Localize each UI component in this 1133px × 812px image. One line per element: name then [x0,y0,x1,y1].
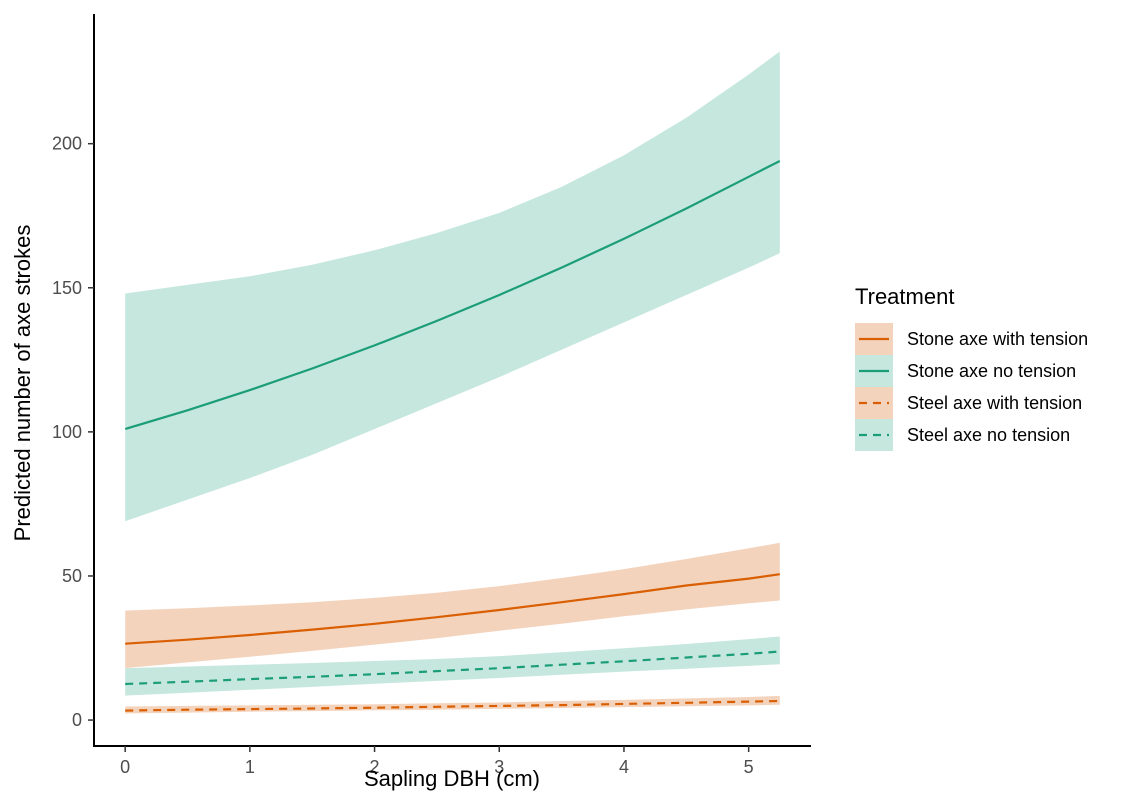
legend-label: Stone axe no tension [907,361,1076,381]
x-tick-label: 3 [494,757,504,777]
x-tick-label: 0 [120,757,130,777]
ribbon-steel-axe-with-tension [125,695,780,714]
y-tick-label: 150 [52,278,82,298]
x-axis-title: Sapling DBH (cm) [364,766,540,791]
line-stone-axe-with-tension [125,573,780,645]
x-tick-label: 2 [370,757,380,777]
ribbon-stone-axe-with-tension [125,542,780,669]
y-tick-label: 100 [52,422,82,442]
axes [93,14,811,747]
x-tick-label: 4 [619,757,629,777]
legend-title: Treatment [855,284,954,309]
legend-label: Steel axe no tension [907,425,1070,445]
line-steel-axe-with-tension [125,699,780,712]
legend-label: Steel axe with tension [907,393,1082,413]
y-axis-title: Predicted number of axe strokes [10,225,35,542]
line-stone-axe-no-tension [124,160,781,431]
x-tick-label: 5 [744,757,754,777]
legend-item-steel-axe-with-tension: Steel axe with tension [855,387,1082,419]
confidence-ribbons [125,51,780,714]
series-lines [124,160,781,712]
ribbon-steel-axe-no-tension [125,636,780,696]
legend-item-stone-axe-with-tension: Stone axe with tension [855,323,1088,355]
y-tick-label: 50 [62,566,82,586]
line-steel-axe-no-tension [125,650,780,686]
legend-item-stone-axe-no-tension: Stone axe no tension [855,355,1076,387]
legend-item-steel-axe-no-tension: Steel axe no tension [855,419,1070,451]
x-tick-label: 1 [245,757,255,777]
legend-label: Stone axe with tension [907,329,1088,349]
ribbon-stone-axe-no-tension [125,51,780,522]
y-tick-label: 200 [52,134,82,154]
legend: Treatment Stone axe with tension Stone ax… [855,284,1088,451]
y-tick-label: 0 [72,710,82,730]
